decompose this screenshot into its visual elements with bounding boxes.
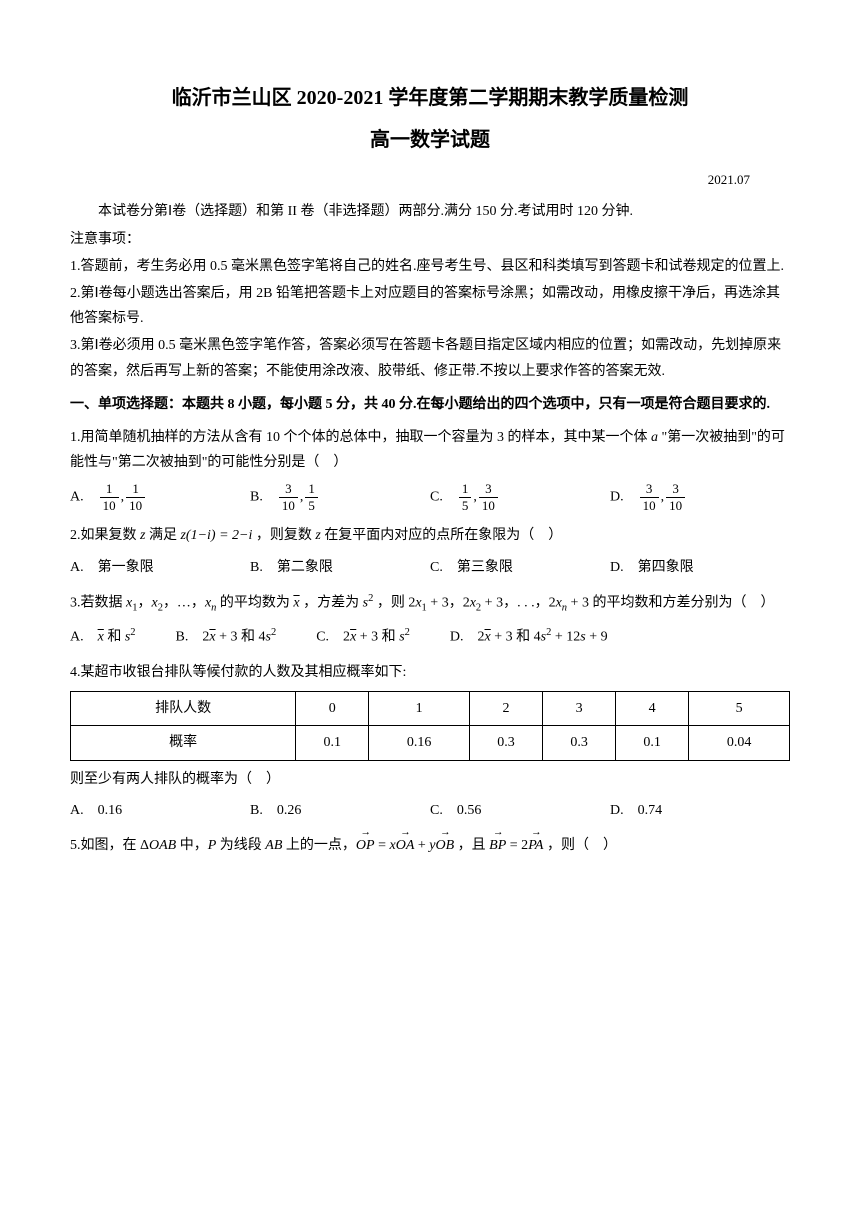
q2-opt-a: A. 第一象限 bbox=[70, 555, 250, 580]
q3-opt-d: D. 2x + 3 和 4s2 + 12s + 9 bbox=[450, 624, 608, 650]
question-2: 2.如果复数 z 满足 z(1−i) = 2−i ，则复数 z 在复平面内对应的… bbox=[70, 523, 790, 548]
exam-date: 2021.07 bbox=[70, 168, 790, 191]
q4-options: A. 0.16 B. 0.26 C. 0.56 D. 0.74 bbox=[70, 798, 790, 823]
question-1: 1.用简单随机抽样的方法从含有 10 个个体的总体中，抽取一个容量为 3 的样本… bbox=[70, 425, 790, 475]
intro-text: 本试卷分第Ⅰ卷（选择题）和第 II 卷（非选择题）两部分.满分 150 分.考试… bbox=[70, 199, 790, 224]
q4-text2: 则至少有两人排队的概率为（ ） bbox=[70, 767, 790, 792]
q2-opt-b: B. 第二象限 bbox=[250, 555, 430, 580]
q2-opt-d: D. 第四象限 bbox=[610, 555, 790, 580]
section-1-header: 一、单项选择题：本题共 8 小题，每小题 5 分，共 40 分.在每小题给出的四… bbox=[70, 392, 790, 417]
title-sub: 高一数学试题 bbox=[70, 122, 790, 158]
q3-opt-b: B. 2x + 3 和 4s2 bbox=[176, 624, 277, 650]
q4-opt-b: B. 0.26 bbox=[250, 798, 430, 823]
question-3: 3.若数据 x1，x2，…，xn 的平均数为 x ，方差为 s2 ，则 2x1 … bbox=[70, 590, 790, 618]
notice-1: 1.答题前，考生务必用 0.5 毫米黑色签字笔将自己的姓名.座号考生号、县区和科… bbox=[70, 254, 790, 279]
q1-text-a: 1.用简单随机抽样的方法从含有 10 个个体的总体中，抽取一个容量为 3 的样本… bbox=[70, 430, 651, 445]
q1-opt-a: A. 110,110 bbox=[70, 481, 250, 513]
title-main: 临沂市兰山区 2020-2021 学年度第二学期期末教学质量检测 bbox=[70, 80, 790, 116]
notice-label: 注意事项： bbox=[70, 227, 790, 252]
question-5: 5.如图，在 ΔOAB 中，P 为线段 AB 上的一点，OP = xOA + y… bbox=[70, 833, 790, 858]
q2-opt-c: C. 第三象限 bbox=[430, 555, 610, 580]
q4-opt-c: C. 0.56 bbox=[430, 798, 610, 823]
q1-var-a: a bbox=[651, 430, 658, 445]
q1-opt-c: C. 15,310 bbox=[430, 481, 610, 513]
q3-opt-c: C. 2x + 3 和 s2 bbox=[316, 624, 410, 650]
question-4: 4.某超市收银台排队等候付款的人数及其相应概率如下: bbox=[70, 660, 790, 685]
q4-opt-a: A. 0.16 bbox=[70, 798, 250, 823]
table-row: 概率 0.1 0.16 0.3 0.3 0.1 0.04 bbox=[71, 726, 790, 760]
q3-opt-a: A. x 和 s2 bbox=[70, 624, 136, 650]
q3-options: A. x 和 s2 B. 2x + 3 和 4s2 C. 2x + 3 和 s2… bbox=[70, 624, 790, 650]
q4-table: 排队人数 0 1 2 3 4 5 概率 0.1 0.16 0.3 0.3 0.1… bbox=[70, 691, 790, 760]
q1-opt-d: D. 310,310 bbox=[610, 481, 790, 513]
q4-opt-d: D. 0.74 bbox=[610, 798, 790, 823]
q1-opt-b: B. 310,15 bbox=[250, 481, 430, 513]
notice-3: 3.第Ⅰ卷必须用 0.5 毫米黑色签字笔作答，答案必须写在答题卡各题目指定区域内… bbox=[70, 333, 790, 383]
q2-options: A. 第一象限 B. 第二象限 C. 第三象限 D. 第四象限 bbox=[70, 555, 790, 580]
q1-options: A. 110,110 B. 310,15 C. 15,310 D. 310,31… bbox=[70, 481, 790, 513]
table-row: 排队人数 0 1 2 3 4 5 bbox=[71, 692, 790, 726]
notice-2: 2.第Ⅰ卷每小题选出答案后，用 2B 铅笔把答题卡上对应题目的答案标号涂黑；如需… bbox=[70, 281, 790, 331]
